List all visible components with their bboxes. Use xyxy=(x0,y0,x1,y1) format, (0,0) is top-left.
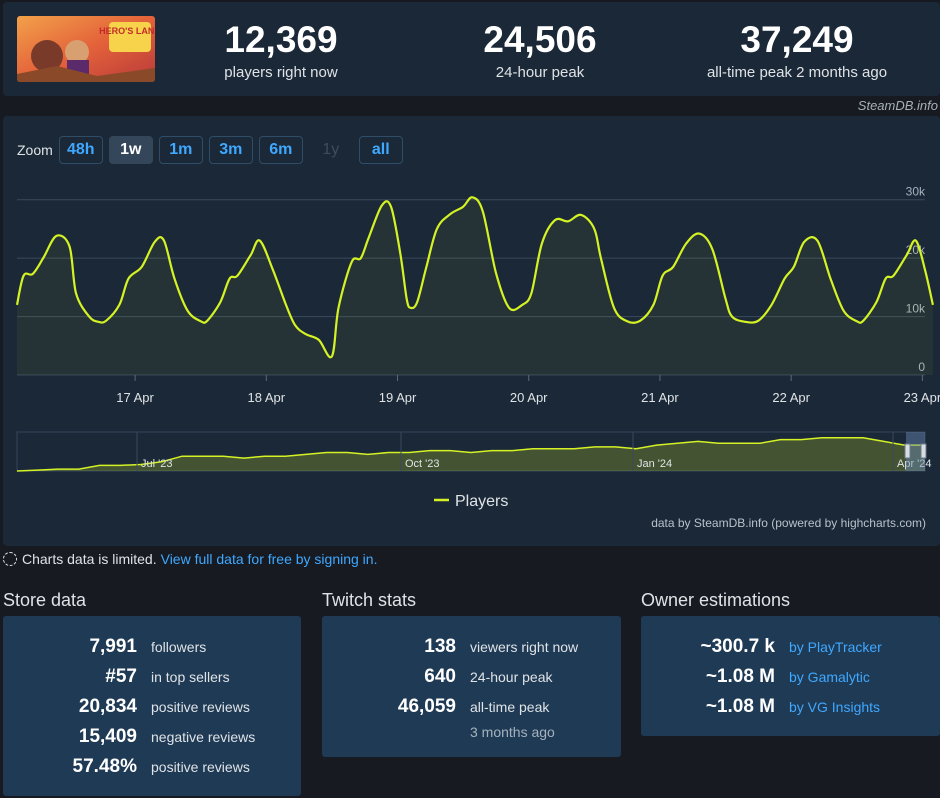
owner-row: ~1.08 M by VG Insights xyxy=(641,696,880,718)
x-tick-label: 19 Apr xyxy=(379,390,417,405)
alltime-peak-label: all-time peak 2 months ago xyxy=(706,64,888,81)
followers-label: followers xyxy=(151,639,207,655)
zoom-3m-button[interactable]: 3m xyxy=(208,136,253,164)
owner-estimations-card: ~300.7 k by PlayTracker ~1.08 M by Gamal… xyxy=(641,616,940,736)
gamalytic-link[interactable]: by Gamalytic xyxy=(789,669,870,685)
vginsights-value: ~1.08 M xyxy=(705,696,775,717)
notice-text: Charts data is limited. xyxy=(22,551,157,567)
positive-percent-value: 57.48% xyxy=(72,756,137,777)
twitch-row: 640 24-hour peak xyxy=(322,666,553,688)
negative-reviews-value: 15,409 xyxy=(78,726,137,747)
navigator-line xyxy=(16,436,925,472)
x-tick-label: 21 Apr xyxy=(641,390,679,405)
owner-row: ~300.7 k by PlayTracker xyxy=(641,636,882,658)
legend-players[interactable]: Players xyxy=(455,493,508,510)
x-tick-label: 22 Apr xyxy=(772,390,810,405)
dashed-circle-icon xyxy=(3,552,17,566)
peak-24h-label: 24-hour peak xyxy=(495,64,585,81)
zoom-all-button[interactable]: all xyxy=(358,136,403,164)
y-tick-label: 30k xyxy=(906,185,926,199)
zoom-1y-button: 1y xyxy=(308,136,353,164)
steamdb-credit[interactable]: SteamDB.info xyxy=(857,98,938,113)
playtracker-value: ~300.7 k xyxy=(700,636,776,657)
player-stats-panel: HERO'S LAND 12,369 players right now 24,… xyxy=(3,2,940,96)
players-area xyxy=(17,197,933,375)
owner-estimations-title: Owner estimations xyxy=(641,590,791,610)
alltime-peak-stat: 37,249 all-time peak 2 months ago xyxy=(667,19,927,82)
twitch-alltime-label: all-time peak xyxy=(470,699,550,715)
y-tick-label: 10k xyxy=(906,302,926,316)
players-series-line[interactable] xyxy=(15,196,934,359)
vginsights-link[interactable]: by VG Insights xyxy=(789,699,881,715)
zoom-1m-button[interactable]: 1m xyxy=(158,136,203,164)
x-tick-label: 18 Apr xyxy=(248,390,286,405)
game-logo-text: HERO'S LAND xyxy=(99,26,155,36)
twitch-alltime-value: 46,059 xyxy=(397,696,456,717)
zoom-label: Zoom xyxy=(17,142,53,158)
viewers-now-value: 138 xyxy=(424,636,456,657)
x-tick-label: 17 Apr xyxy=(116,390,154,405)
twitch-stats-card: 138 viewers right now 640 24-hour peak 4… xyxy=(322,616,621,757)
zoom-6m-button[interactable]: 6m xyxy=(258,136,303,164)
zoom-controls: Zoom 48h 1w 1m 3m 6m 1y all xyxy=(17,136,409,164)
navigator-tick-label: Jul '23 xyxy=(141,458,172,470)
navigator-area xyxy=(17,437,925,471)
peak-24h-stat: 24,506 24-hour peak xyxy=(410,19,670,82)
viewers-now-label: viewers right now xyxy=(470,639,579,655)
navigator-selection[interactable] xyxy=(906,432,925,471)
navigator-handle-right[interactable] xyxy=(920,443,927,459)
navigator-tick-label: Apr '24 xyxy=(897,458,932,470)
navigator-handle-left[interactable] xyxy=(904,443,911,459)
gamalytic-value: ~1.08 M xyxy=(705,666,775,687)
alltime-peak-value: 37,249 xyxy=(740,19,854,60)
chart-credit[interactable]: data by SteamDB.info (powered by highcha… xyxy=(651,516,926,530)
followers-value: 7,991 xyxy=(89,636,137,657)
twitch-peak-24h-label: 24-hour peak xyxy=(470,669,553,685)
positive-reviews-label: positive reviews xyxy=(151,699,250,715)
zoom-48h-button[interactable]: 48h xyxy=(58,136,103,164)
store-row: 57.48% positive reviews xyxy=(3,756,250,778)
playtracker-link[interactable]: by PlayTracker xyxy=(789,639,882,655)
x-tick-label: 23 Apr xyxy=(904,390,940,405)
twitch-row: 46,059 all-time peak xyxy=(322,696,550,718)
peak-24h-value: 24,506 xyxy=(483,19,597,60)
players-now-value: 12,369 xyxy=(224,19,338,60)
zoom-1w-button[interactable]: 1w xyxy=(108,136,153,164)
top-sellers-label: in top sellers xyxy=(151,669,230,685)
twitch-stats-title: Twitch stats xyxy=(322,590,417,610)
x-tick-label: 20 Apr xyxy=(510,390,548,405)
twitch-alltime-time: 3 months ago xyxy=(470,724,555,740)
twitch-row: 138 viewers right now xyxy=(322,636,578,658)
y-tick-label: 0 xyxy=(918,360,925,374)
owner-row: ~1.08 M by Gamalytic xyxy=(641,666,870,688)
navigator-tick-label: Jan '24 xyxy=(637,458,672,470)
sign-in-link[interactable]: View full data for free by signing in. xyxy=(160,551,378,567)
navigator-frame[interactable] xyxy=(16,431,926,472)
store-row: 7,991 followers xyxy=(3,636,206,658)
limited-data-notice: Charts data is limited. View full data f… xyxy=(3,551,377,567)
store-data-card: 7,991 followers #57 in top sellers 20,83… xyxy=(3,616,301,796)
negative-reviews-label: negative reviews xyxy=(151,729,256,745)
store-row: #57 in top sellers xyxy=(3,666,230,688)
store-row: 15,409 negative reviews xyxy=(3,726,255,748)
store-data-title: Store data xyxy=(3,590,87,610)
positive-percent-label: positive reviews xyxy=(151,759,250,775)
game-header-image[interactable]: HERO'S LAND xyxy=(17,16,155,82)
positive-reviews-value: 20,834 xyxy=(78,696,137,717)
players-now-label: players right now xyxy=(224,64,338,81)
player-chart-panel: Zoom 48h 1w 1m 3m 6m 1y all 0 10k 20k 30k 17… xyxy=(3,116,940,546)
twitch-peak-24h-value: 640 xyxy=(424,666,456,687)
store-row: 20,834 positive reviews xyxy=(3,696,250,718)
navigator-tick-label: Oct '23 xyxy=(405,458,440,470)
game-art-icon: HERO'S LAND xyxy=(17,16,155,82)
top-sellers-value: #57 xyxy=(105,666,137,687)
players-now-stat: 12,369 players right now xyxy=(151,19,411,82)
